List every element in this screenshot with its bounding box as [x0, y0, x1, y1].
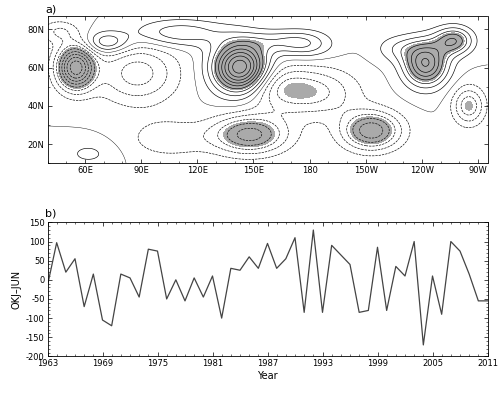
X-axis label: Year: Year [257, 371, 278, 381]
Y-axis label: OKJ–JUN: OKJ–JUN [12, 270, 22, 309]
Text: a): a) [46, 4, 56, 14]
Text: b): b) [46, 208, 56, 218]
